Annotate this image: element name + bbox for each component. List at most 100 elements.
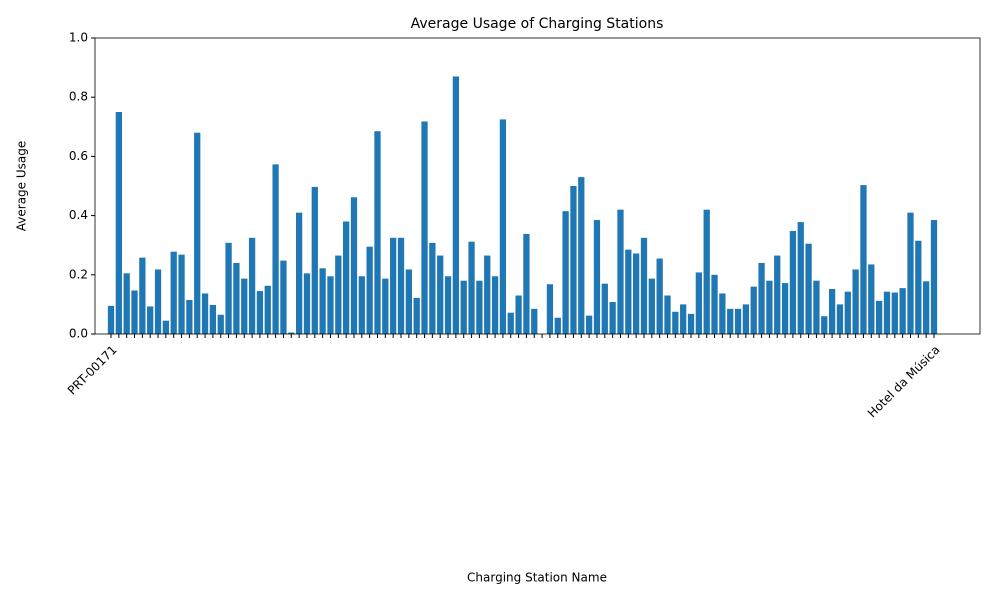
bar — [397, 237, 405, 334]
bar — [813, 280, 820, 334]
bar — [186, 299, 193, 334]
bar — [178, 254, 185, 334]
bar — [805, 243, 812, 334]
bar — [170, 251, 177, 334]
bar — [523, 233, 530, 334]
bar — [570, 186, 577, 334]
bar — [797, 222, 804, 334]
bar — [295, 212, 303, 334]
y-tick-label: 0.2 — [69, 267, 88, 281]
bar — [162, 320, 170, 334]
bar — [131, 290, 138, 334]
bar — [546, 284, 554, 334]
bar — [107, 305, 115, 334]
bar — [601, 283, 608, 334]
bar — [891, 292, 898, 334]
bar — [727, 308, 734, 334]
bar — [687, 313, 695, 334]
bar — [664, 295, 671, 334]
bar — [460, 280, 467, 334]
bar — [875, 300, 883, 334]
bar — [421, 121, 428, 334]
x-tick-label: Hotel da Música — [865, 343, 943, 421]
bar — [695, 272, 702, 334]
bar — [327, 276, 334, 334]
bar — [609, 302, 616, 334]
bar — [915, 240, 922, 334]
bar — [883, 291, 891, 334]
bar — [930, 220, 938, 334]
bar — [703, 209, 710, 334]
bar — [209, 304, 217, 334]
bar — [844, 291, 851, 334]
bar — [531, 308, 538, 334]
bar — [625, 249, 632, 334]
bar — [656, 258, 663, 334]
bar — [233, 262, 240, 334]
bar — [923, 281, 930, 334]
bar — [241, 278, 248, 334]
bar — [390, 237, 397, 334]
bar — [201, 293, 209, 334]
chart-title: Average Usage of Charging Stations — [411, 16, 664, 32]
bar — [585, 315, 593, 334]
bar — [742, 304, 750, 334]
y-axis-label: Average Usage — [15, 141, 29, 231]
y-tick-label: 0.6 — [69, 149, 88, 163]
bar — [437, 255, 444, 334]
bar — [405, 269, 412, 334]
bar — [358, 276, 365, 334]
y-tick-label: 0.8 — [69, 90, 88, 104]
bar — [711, 274, 718, 334]
bar — [335, 255, 342, 334]
bar — [672, 311, 679, 334]
bar — [256, 291, 264, 334]
bar — [225, 242, 232, 334]
bar — [139, 257, 146, 334]
bar — [350, 197, 358, 334]
bar — [821, 316, 828, 334]
bar — [476, 280, 483, 334]
bar — [781, 283, 789, 334]
bar — [217, 314, 224, 334]
bar — [758, 262, 765, 334]
x-axis-label: Charging Station Name — [467, 571, 607, 585]
bar — [868, 264, 875, 334]
bar — [303, 273, 311, 334]
bar — [194, 132, 201, 334]
bar — [515, 295, 522, 334]
bar — [907, 212, 914, 334]
bar — [680, 304, 687, 334]
bar — [154, 269, 162, 334]
bar — [562, 211, 569, 334]
bar — [836, 304, 844, 334]
bar — [413, 297, 420, 334]
bar — [766, 280, 773, 334]
bar — [374, 131, 381, 334]
x-tick-label: PRT-00171 — [65, 343, 120, 398]
bar — [264, 285, 271, 334]
y-tick-label: 0.0 — [69, 327, 88, 341]
bar — [491, 276, 499, 334]
bar — [554, 317, 561, 334]
bar — [860, 185, 867, 334]
bar — [499, 119, 507, 335]
bar — [468, 241, 475, 334]
bar — [852, 269, 859, 334]
bar — [899, 288, 906, 334]
y-tick-label: 0.4 — [69, 208, 88, 222]
bar — [507, 312, 514, 334]
bar — [648, 278, 655, 334]
y-tick-label: 1.0 — [69, 31, 88, 45]
bar — [343, 221, 350, 334]
bar — [452, 76, 460, 334]
bar — [288, 332, 295, 334]
bar — [444, 276, 452, 334]
bar — [115, 112, 122, 334]
bar — [280, 260, 287, 334]
bar — [617, 209, 624, 334]
bar — [734, 308, 742, 334]
bar — [633, 253, 640, 334]
bar — [123, 273, 130, 334]
